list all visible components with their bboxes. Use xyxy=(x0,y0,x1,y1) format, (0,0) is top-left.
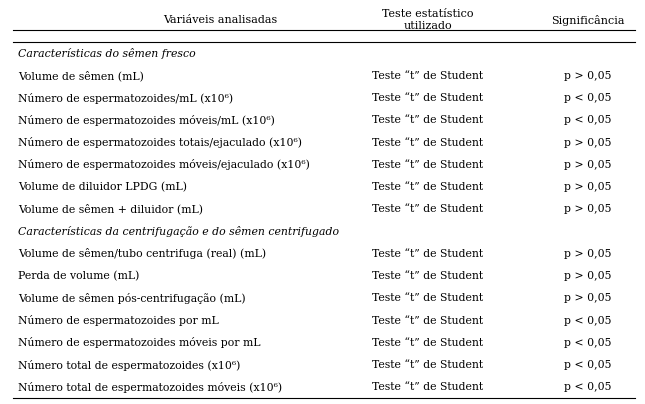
Text: p > 0,05: p > 0,05 xyxy=(564,160,611,170)
Text: Teste “t” de Student: Teste “t” de Student xyxy=(372,182,484,192)
Text: Teste “t” de Student: Teste “t” de Student xyxy=(372,249,484,259)
Text: Teste “t” de Student: Teste “t” de Student xyxy=(372,160,484,170)
Text: p > 0,05: p > 0,05 xyxy=(564,293,611,303)
Text: Teste “t” de Student: Teste “t” de Student xyxy=(372,293,484,303)
Text: Número total de espermatozoides (x10⁶): Número total de espermatozoides (x10⁶) xyxy=(18,360,241,370)
Text: Teste “t” de Student: Teste “t” de Student xyxy=(372,271,484,281)
Text: Número de espermatozoides móveis/ejaculado (x10⁶): Número de espermatozoides móveis/ejacula… xyxy=(18,159,310,170)
Text: Características da centrifugação e do sêmen centrifugado: Características da centrifugação e do sê… xyxy=(18,226,339,237)
Text: p > 0,05: p > 0,05 xyxy=(564,204,611,214)
Text: Volume de diluidor LPDG (mL): Volume de diluidor LPDG (mL) xyxy=(18,182,187,192)
Text: Teste “t” de Student: Teste “t” de Student xyxy=(372,338,484,348)
Text: Teste estatístico
utilizado: Teste estatístico utilizado xyxy=(382,9,473,31)
Text: Teste “t” de Student: Teste “t” de Student xyxy=(372,71,484,81)
Text: p > 0,05: p > 0,05 xyxy=(564,71,611,81)
Text: Teste “t” de Student: Teste “t” de Student xyxy=(372,204,484,214)
Text: Número de espermatozoides por mL: Número de espermatozoides por mL xyxy=(18,315,219,326)
Text: p > 0,05: p > 0,05 xyxy=(564,182,611,192)
Text: Número de espermatozoides/mL (x10⁶): Número de espermatozoides/mL (x10⁶) xyxy=(18,93,233,103)
Text: Volume de sêmen/tubo centrifuga (real) (mL): Volume de sêmen/tubo centrifuga (real) (… xyxy=(18,248,266,259)
Text: Volume de sêmen pós-centrifugação (mL): Volume de sêmen pós-centrifugação (mL) xyxy=(18,293,246,304)
Text: Teste “t” de Student: Teste “t” de Student xyxy=(372,382,484,392)
Text: Teste “t” de Student: Teste “t” de Student xyxy=(372,93,484,103)
Text: Teste “t” de Student: Teste “t” de Student xyxy=(372,316,484,326)
Text: p < 0,05: p < 0,05 xyxy=(564,115,611,125)
Text: p < 0,05: p < 0,05 xyxy=(564,382,611,392)
Text: Teste “t” de Student: Teste “t” de Student xyxy=(372,138,484,147)
Text: Número de espermatozoides totais/ejaculado (x10⁶): Número de espermatozoides totais/ejacula… xyxy=(18,137,302,148)
Text: Variáveis analisadas: Variáveis analisadas xyxy=(163,15,277,25)
Text: Teste “t” de Student: Teste “t” de Student xyxy=(372,360,484,370)
Text: p > 0,05: p > 0,05 xyxy=(564,138,611,147)
Text: p > 0,05: p > 0,05 xyxy=(564,271,611,281)
Text: Número de espermatozoides móveis por mL: Número de espermatozoides móveis por mL xyxy=(18,337,261,348)
Text: p < 0,05: p < 0,05 xyxy=(564,93,611,103)
Text: Número de espermatozoides móveis/mL (x10⁶): Número de espermatozoides móveis/mL (x10… xyxy=(18,115,275,126)
Text: Volume de sêmen (mL): Volume de sêmen (mL) xyxy=(18,70,144,81)
Text: Teste “t” de Student: Teste “t” de Student xyxy=(372,115,484,125)
Text: p < 0,05: p < 0,05 xyxy=(564,360,611,370)
Text: Características do sêmen fresco: Características do sêmen fresco xyxy=(18,48,195,59)
Text: Número total de espermatozoides móveis (x10⁶): Número total de espermatozoides móveis (… xyxy=(18,382,282,393)
Text: p < 0,05: p < 0,05 xyxy=(564,316,611,326)
Text: Volume de sêmen + diluidor (mL): Volume de sêmen + diluidor (mL) xyxy=(18,204,203,215)
Text: p > 0,05: p > 0,05 xyxy=(564,249,611,259)
Text: Perda de volume (mL): Perda de volume (mL) xyxy=(18,271,139,281)
Text: p < 0,05: p < 0,05 xyxy=(564,338,611,348)
Text: Significância: Significância xyxy=(551,15,625,25)
